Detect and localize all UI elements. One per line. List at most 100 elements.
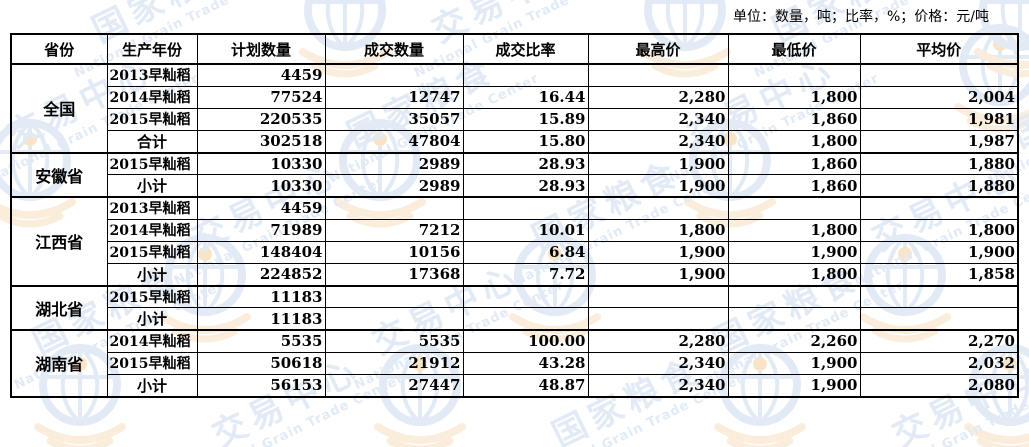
max-price-cell: 2,340 [587, 351, 729, 375]
avg-price-cell: 2,080 [859, 373, 1019, 397]
min-price-cell: 1,900 [727, 240, 861, 264]
year-cell: 2015早籼稻 [106, 351, 198, 375]
year-cell: 小计 [106, 373, 198, 397]
province-cell: 湖北省 [10, 284, 108, 331]
table-row: 2015早籼稻 220535 35057 15.89 2,340 1,860 1… [11, 107, 1019, 131]
table-row subtotal-row: 小计 10330 2989 28.93 1,900 1,860 1,880 [11, 174, 1019, 198]
deal-qty-cell: 12747 [324, 85, 464, 109]
deal-ratio-cell: 28.93 [462, 174, 589, 198]
province-cell: 全国 [10, 63, 108, 153]
max-price-cell [587, 307, 729, 331]
avg-price-cell: 1,880 [859, 174, 1019, 198]
deal-ratio-cell: 15.89 [462, 107, 589, 131]
plan-qty-cell: 302518 [196, 129, 326, 153]
plan-qty-cell: 11183 [196, 307, 326, 331]
min-price-cell: 1,900 [727, 351, 861, 375]
year-cell: 2015早籼稻 [106, 107, 198, 131]
avg-price-cell [859, 284, 1019, 308]
min-price-cell: 1,860 [727, 151, 861, 175]
avg-price-cell: 1,981 [859, 107, 1019, 131]
year-cell: 2014早籼稻 [106, 218, 198, 242]
plan-qty-cell: 224852 [196, 262, 326, 286]
deal-ratio-cell [462, 196, 589, 220]
plan-qty-cell: 5535 [196, 329, 326, 353]
min-price-cell [727, 307, 861, 331]
avg-price-cell: 2,270 [859, 329, 1019, 353]
col-header-plan-qty: 计划数量 [196, 33, 326, 65]
year-cell: 小计 [106, 174, 198, 198]
avg-price-cell: 1,987 [859, 129, 1019, 153]
deal-ratio-cell: 100.00 [462, 329, 589, 353]
avg-price-cell: 1,880 [859, 151, 1019, 175]
min-price-cell: 2,260 [727, 329, 861, 353]
max-price-cell: 1,900 [587, 262, 729, 286]
max-price-cell [587, 284, 729, 308]
col-header-deal-qty: 成交数量 [324, 33, 464, 65]
min-price-cell: 1,800 [727, 129, 861, 153]
year-cell: 2015早籼稻 [106, 240, 198, 264]
province-cell: 湖南省 [10, 329, 108, 397]
avg-price-cell [859, 196, 1019, 220]
avg-price-cell: 1,800 [859, 218, 1019, 242]
province-cell: 江西省 [10, 196, 108, 286]
max-price-cell [587, 63, 729, 87]
deal-ratio-cell: 28.93 [462, 151, 589, 175]
col-header-province: 省份 [10, 33, 108, 65]
max-price-cell: 1,900 [587, 174, 729, 198]
plan-qty-cell: 77524 [196, 85, 326, 109]
max-price-cell: 1,800 [587, 218, 729, 242]
plan-qty-cell: 220535 [196, 107, 326, 131]
year-cell: 2013早籼稻 [106, 63, 198, 87]
data-table: 省份 生产年份 计划数量 成交数量 成交比率 最高价 最低价 平均价 全国 20… [10, 33, 1019, 398]
table-row: 江西省 2013早籼稻 4459 [10, 196, 1019, 286]
deal-qty-cell [324, 307, 464, 331]
deal-qty-cell: 7212 [324, 218, 464, 242]
deal-ratio-cell [462, 284, 589, 308]
deal-qty-cell [324, 63, 464, 87]
table-row: 2015早籼稻 50618 21912 43.28 2,340 1,900 2,… [11, 351, 1019, 375]
plan-qty-cell: 71989 [196, 218, 326, 242]
plan-qty-cell: 10330 [196, 174, 326, 198]
min-price-cell [727, 63, 861, 87]
col-header-deal-ratio: 成交比率 [462, 33, 589, 65]
deal-ratio-cell [462, 63, 589, 87]
col-header-min-price: 最低价 [727, 33, 861, 65]
min-price-cell [727, 196, 861, 220]
deal-qty-cell [324, 284, 464, 308]
table-row: 安徽省 2015早籼稻 10330 2989 28.93 1,900 1,860… [10, 151, 1019, 198]
unit-note: 单位：数量，吨；比率，%；价格：元/吨 [732, 9, 989, 25]
deal-qty-cell: 47804 [324, 129, 464, 153]
year-cell: 2013早籼稻 [106, 196, 198, 220]
deal-ratio-cell [462, 307, 589, 331]
min-price-cell: 1,900 [727, 373, 861, 397]
avg-price-cell: 2,032 [859, 351, 1019, 375]
deal-qty-cell: 27447 [324, 373, 464, 397]
table-row: 湖南省 2014早籼稻 5535 5535 100.00 2,280 2,260… [10, 329, 1019, 397]
plan-qty-cell: 4459 [196, 196, 326, 220]
max-price-cell: 2,280 [587, 329, 729, 353]
deal-qty-cell: 35057 [324, 107, 464, 131]
deal-ratio-cell: 48.87 [462, 373, 589, 397]
max-price-cell: 2,340 [587, 129, 729, 153]
table-row: 2014早籼稻 71989 7212 10.01 1,800 1,800 1,8… [11, 218, 1019, 242]
year-cell: 小计 [106, 307, 198, 331]
year-cell: 2015早籼稻 [106, 151, 198, 175]
table-row subtotal-row: 小计 56153 27447 48.87 2,340 1,900 2,080 [11, 373, 1019, 397]
table-row subtotal-row: 合计 302518 47804 15.80 2,340 1,800 1,987 [11, 129, 1019, 153]
deal-qty-cell: 17368 [324, 262, 464, 286]
plan-qty-cell: 148404 [196, 240, 326, 264]
table-row subtotal-row: 小计 11183 [11, 307, 1019, 331]
avg-price-cell: 1,858 [859, 262, 1019, 286]
col-header-avg-price: 平均价 [859, 33, 1019, 65]
plan-qty-cell: 50618 [196, 351, 326, 375]
plan-qty-cell: 56153 [196, 373, 326, 397]
max-price-cell: 1,900 [587, 240, 729, 264]
col-header-max-price: 最高价 [587, 33, 729, 65]
year-cell: 2014早籼稻 [106, 329, 198, 353]
min-price-cell: 1,860 [727, 107, 861, 131]
avg-price-cell: 2,004 [859, 85, 1019, 109]
max-price-cell [587, 196, 729, 220]
deal-ratio-cell: 16.44 [462, 85, 589, 109]
table-row subtotal-row: 小计 224852 17368 7.72 1,900 1,800 1,858 [11, 262, 1019, 286]
